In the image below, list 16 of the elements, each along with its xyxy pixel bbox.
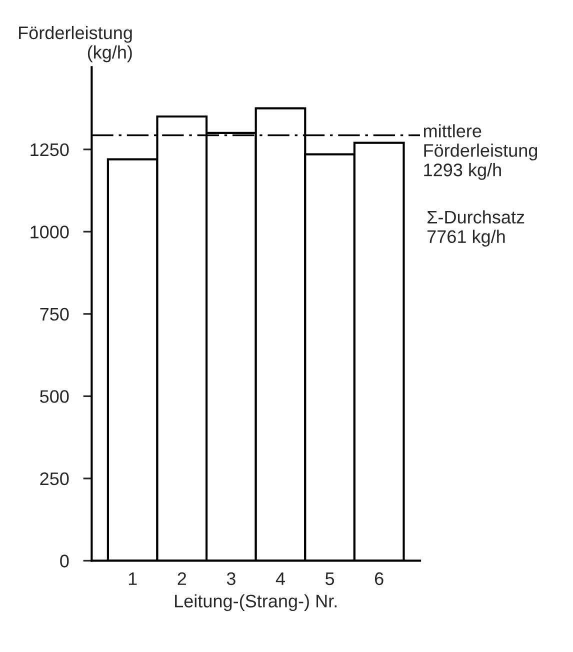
y-tick-label: 750 [40,308,69,321]
text: Σ-Durchsatz 7761 kg/h [428,210,524,247]
x-tick-label: 5 [325,572,334,586]
y-tick-label: 500 [40,390,69,403]
y-axis-title: Förderleistung (kg/h) [19,26,132,62]
ref-line-label: mittlere Förderleistung 1293 kg/h [424,124,538,180]
y-tick-label: 1000 [30,226,69,238]
x-axis-title: Leitung-(Strang-) Nr. [175,594,336,612]
y-tick-label: 1250 [30,143,69,156]
x-tick-label: 6 [374,572,384,586]
x-tick-label: 2 [178,572,186,585]
y-tick-label: 250 [40,472,69,486]
x-tick-label: 4 [276,572,285,585]
x-tick-label: 3 [226,572,236,586]
y-tick-label: 0 [60,554,69,568]
x-tick-label: 1 [128,572,137,585]
